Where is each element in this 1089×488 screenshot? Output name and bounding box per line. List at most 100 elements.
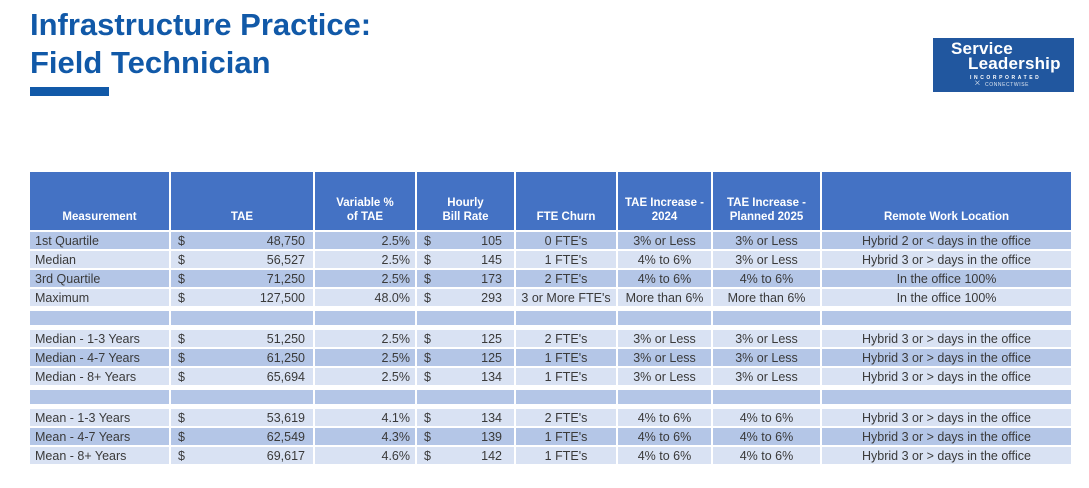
cell-tae-increase-2024: 4% to 6% (618, 270, 713, 289)
cell-measurement: 3rd Quartile (30, 270, 171, 289)
cell-fte-churn: 1 FTE's (516, 447, 618, 466)
cell-measurement: Mean - 1-3 Years (30, 409, 171, 428)
cell-variable-pct: 4.3% (315, 428, 417, 447)
cell-tae: $71,250 (171, 270, 315, 289)
currency-symbol: $ (178, 252, 185, 267)
cell-fte-churn: 1 FTE's (516, 349, 618, 368)
table-row: Maximum $127,500 48.0% $293 3 or More FT… (30, 289, 1073, 308)
table-row: Median - 1-3 Years $51,250 2.5% $125 2 F… (30, 330, 1073, 349)
cell-bill-rate: $125 (417, 349, 516, 368)
cell-tae-increase-2025: 4% to 6% (713, 409, 822, 428)
cell-tae-increase-2025: 3% or Less (713, 330, 822, 349)
table-row: 3rd Quartile $71,250 2.5% $173 2 FTE's 4… (30, 270, 1073, 289)
cell-remote-work-location: Hybrid 3 or > days in the office (822, 368, 1073, 387)
compensation-table: Measurement TAE Variable % of TAE Hourly B… (30, 172, 1073, 466)
cell-tae: $65,694 (171, 368, 315, 387)
cell-measurement: Median - 4-7 Years (30, 349, 171, 368)
currency-symbol: $ (178, 369, 185, 384)
currency-symbol: $ (178, 233, 185, 248)
cell-tae: $53,619 (171, 409, 315, 428)
cell-measurement: Median (30, 251, 171, 270)
cell-variable-pct: 2.5% (315, 349, 417, 368)
cell-remote-work-location: Hybrid 3 or > days in the office (822, 428, 1073, 447)
col-header-variable-pct: Variable % of TAE (315, 172, 417, 232)
cell-bill-rate: $134 (417, 409, 516, 428)
cell-variable-pct: 2.5% (315, 330, 417, 349)
table-row: Median $56,527 2.5% $145 1 FTE's 4% to 6… (30, 251, 1073, 270)
cell-variable-pct: 2.5% (315, 368, 417, 387)
cell-variable-pct: 4.6% (315, 447, 417, 466)
cell-remote-work-location: Hybrid 3 or > days in the office (822, 409, 1073, 428)
cell-remote-work-location: Hybrid 2 or < days in the office (822, 232, 1073, 251)
col-header-remote-work-location: Remote Work Location (822, 172, 1073, 232)
currency-symbol: $ (424, 252, 431, 267)
table-row: Median - 4-7 Years $61,250 2.5% $125 1 F… (30, 349, 1073, 368)
currency-symbol: $ (178, 271, 185, 286)
cell-measurement: Mean - 4-7 Years (30, 428, 171, 447)
currency-symbol: $ (178, 448, 185, 463)
col-header-tae-increase-2024: TAE Increase -2024 (618, 172, 713, 232)
cell-tae-increase-2025: 4% to 6% (713, 270, 822, 289)
table-row: Median - 8+ Years $65,694 2.5% $134 1 FT… (30, 368, 1073, 387)
currency-symbol: $ (424, 271, 431, 286)
cell-tae-increase-2025: 4% to 6% (713, 447, 822, 466)
currency-symbol: $ (424, 233, 431, 248)
cell-fte-churn: 2 FTE's (516, 330, 618, 349)
cell-tae-increase-2024: 3% or Less (618, 232, 713, 251)
col-header-tae: TAE (171, 172, 315, 232)
cell-tae: $62,549 (171, 428, 315, 447)
currency-symbol: $ (424, 331, 431, 346)
cell-tae-increase-2024: 4% to 6% (618, 251, 713, 270)
cell-remote-work-location: Hybrid 3 or > days in the office (822, 447, 1073, 466)
cell-tae-increase-2025: 4% to 6% (713, 428, 822, 447)
page-title-line2: Field Technician (30, 45, 271, 80)
col-header-tae-increase-2025: TAE Increase - Planned 2025 (713, 172, 822, 232)
table-row: Mean - 8+ Years $69,617 4.6% $142 1 FTE'… (30, 447, 1073, 466)
col-header-fte-churn: FTE Churn (516, 172, 618, 232)
spacer-row-white (30, 406, 1073, 409)
cell-fte-churn: 1 FTE's (516, 428, 618, 447)
cell-bill-rate: $142 (417, 447, 516, 466)
cell-tae-increase-2024: 4% to 6% (618, 447, 713, 466)
cell-tae: $127,500 (171, 289, 315, 308)
col-header-measurement: Measurement (30, 172, 171, 232)
cell-remote-work-location: Hybrid 3 or > days in the office (822, 349, 1073, 368)
cell-measurement: Mean - 8+ Years (30, 447, 171, 466)
cell-tae: $48,750 (171, 232, 315, 251)
service-leadership-logo: Service Leadership INCORPORATED ⨉ CONNEC… (933, 38, 1074, 92)
cell-remote-work-location: In the office 100% (822, 270, 1073, 289)
cell-tae: $56,527 (171, 251, 315, 270)
spacer-row-white (30, 308, 1073, 311)
cell-fte-churn: 2 FTE's (516, 270, 618, 289)
cell-remote-work-location: Hybrid 3 or > days in the office (822, 251, 1073, 270)
cell-tae: $69,617 (171, 447, 315, 466)
cell-bill-rate: $125 (417, 330, 516, 349)
currency-symbol: $ (424, 448, 431, 463)
cell-tae-increase-2025: 3% or Less (713, 251, 822, 270)
cell-variable-pct: 2.5% (315, 251, 417, 270)
cell-tae-increase-2025: 3% or Less (713, 232, 822, 251)
cell-tae: $51,250 (171, 330, 315, 349)
cell-variable-pct: 4.1% (315, 409, 417, 428)
cell-measurement: Maximum (30, 289, 171, 308)
cell-tae-increase-2024: 3% or Less (618, 349, 713, 368)
spacer-row-white (30, 327, 1073, 330)
logo-word-leadership: Leadership (968, 54, 1061, 73)
currency-symbol: $ (424, 369, 431, 384)
spacer-row-white (30, 387, 1073, 390)
cell-fte-churn: 1 FTE's (516, 368, 618, 387)
table-row: 1st Quartile $48,750 2.5% $105 0 FTE's 3… (30, 232, 1073, 251)
title-underline-bar (30, 87, 109, 96)
cell-measurement: 1st Quartile (30, 232, 171, 251)
cell-tae-increase-2025: 3% or Less (713, 349, 822, 368)
cell-tae-increase-2025: More than 6% (713, 289, 822, 308)
cell-fte-churn: 0 FTE's (516, 232, 618, 251)
cell-fte-churn: 3 or More FTE's (516, 289, 618, 308)
cell-measurement: Median - 1-3 Years (30, 330, 171, 349)
connectwise-icon: ⨉ (975, 81, 980, 87)
page-title: Infrastructure Practice: Field Technicia… (30, 6, 371, 82)
cell-tae-increase-2025: 3% or Less (713, 368, 822, 387)
cell-tae-increase-2024: 4% to 6% (618, 409, 713, 428)
cell-tae-increase-2024: 4% to 6% (618, 428, 713, 447)
table-row: Mean - 4-7 Years $62,549 4.3% $139 1 FTE… (30, 428, 1073, 447)
